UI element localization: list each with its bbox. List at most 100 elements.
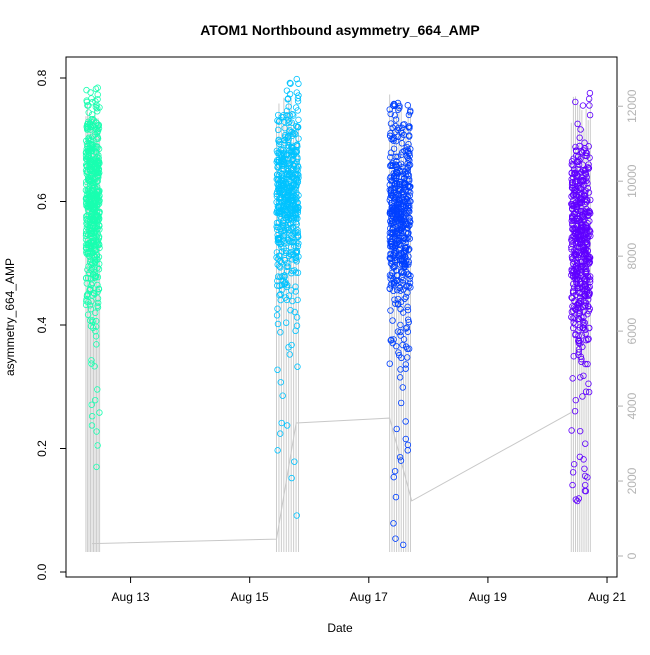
data-point	[401, 295, 408, 303]
data-point	[85, 177, 93, 185]
data-point	[392, 267, 400, 274]
data-point	[93, 341, 100, 348]
data-point	[568, 427, 575, 434]
data-point	[579, 149, 586, 156]
data-point	[579, 324, 586, 332]
data-point	[572, 321, 579, 328]
data-point	[573, 215, 581, 222]
data-point	[277, 241, 284, 248]
data-point	[285, 292, 293, 299]
data-point	[575, 349, 583, 356]
data-point	[574, 165, 582, 173]
data-point	[405, 162, 413, 169]
data-point	[394, 133, 401, 140]
data-point	[575, 351, 582, 358]
data-point	[571, 250, 579, 257]
data-point	[586, 111, 594, 119]
data-point	[394, 328, 402, 335]
data-point	[572, 496, 580, 503]
data-point	[91, 183, 98, 191]
data-point	[571, 166, 578, 173]
data-point	[276, 252, 284, 259]
data-point	[387, 337, 394, 344]
data-point	[579, 343, 586, 351]
data-point	[286, 185, 293, 192]
data-point	[406, 279, 414, 286]
data-point	[583, 173, 590, 181]
y-tick-label: 0.0	[35, 563, 49, 580]
data-point	[570, 461, 578, 468]
data-point	[391, 467, 399, 475]
data-point	[574, 153, 582, 161]
data-point	[83, 191, 91, 199]
data-point	[277, 290, 284, 298]
data-point	[577, 194, 584, 202]
data-point	[94, 299, 102, 307]
data-point	[86, 167, 94, 174]
data-point	[96, 104, 103, 111]
data-point	[286, 90, 294, 98]
y-axis-label: asymmetry_664_AMP	[3, 258, 17, 376]
x-tick-label: Aug 13	[112, 590, 150, 604]
data-point	[389, 206, 397, 214]
data-point	[386, 237, 394, 245]
data-point	[391, 296, 398, 303]
data-point	[572, 240, 580, 247]
data-point	[582, 149, 590, 157]
data-point	[293, 122, 300, 130]
data-point	[291, 175, 298, 183]
data-point	[273, 190, 280, 198]
data-point	[403, 324, 411, 331]
data-point	[407, 145, 414, 153]
data-point	[393, 425, 400, 433]
data-point	[405, 111, 413, 119]
data-point	[586, 324, 593, 332]
data-point	[585, 380, 592, 387]
data-point	[288, 287, 295, 294]
data-point	[405, 271, 412, 278]
data-point	[572, 231, 579, 238]
data-point	[88, 111, 96, 118]
data-point	[586, 255, 593, 262]
y2-tick-label: 10000	[625, 164, 639, 198]
data-point	[392, 161, 400, 168]
data-point	[576, 142, 583, 150]
data-point	[90, 141, 97, 149]
data-point	[406, 157, 413, 164]
data-point	[273, 312, 281, 319]
data-point	[404, 102, 412, 109]
data-point	[387, 250, 394, 258]
data-point	[287, 307, 294, 314]
data-point	[273, 254, 280, 261]
data-point	[285, 202, 292, 209]
data-point	[392, 153, 399, 161]
data-point	[402, 183, 409, 191]
data-point	[295, 92, 302, 99]
data-point	[284, 138, 292, 145]
data-point	[394, 153, 401, 160]
data-point	[406, 189, 414, 196]
data-point	[288, 269, 295, 277]
data-point	[577, 374, 584, 381]
data-point	[94, 184, 101, 191]
data-point	[93, 119, 100, 127]
data-point	[94, 295, 102, 302]
data-point	[585, 388, 593, 396]
data-point	[387, 120, 395, 127]
data-point	[568, 214, 576, 222]
data-point	[580, 212, 587, 220]
data-point	[282, 319, 290, 326]
x-axis: Aug 13 Aug 15 Aug 17 Aug 19 Aug 21	[112, 577, 626, 604]
data-point	[404, 306, 412, 314]
data-point	[283, 224, 291, 231]
data-point	[94, 135, 102, 142]
data-point	[96, 244, 103, 252]
data-point	[295, 116, 302, 124]
data-point	[83, 124, 91, 131]
data-point	[581, 465, 588, 472]
data-point	[289, 206, 297, 213]
data-point	[96, 409, 103, 416]
data-point	[289, 227, 296, 234]
data-point	[403, 195, 410, 203]
data-point	[294, 124, 301, 131]
